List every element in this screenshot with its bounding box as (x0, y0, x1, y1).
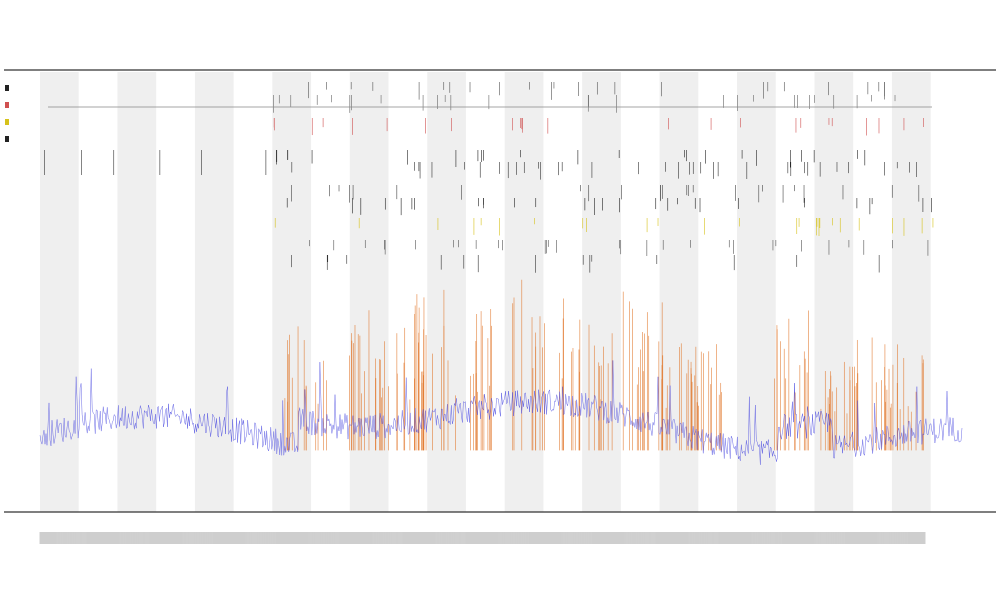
x-ticks (39, 532, 926, 544)
signal-series (39, 360, 963, 465)
shaded-band (40, 72, 79, 512)
shaded-band (659, 72, 699, 512)
legend-swatch (5, 119, 9, 125)
signal-line (39, 360, 963, 465)
shaded-band (427, 72, 466, 512)
legend-swatch (5, 85, 9, 91)
shaded-band (504, 72, 544, 512)
shaded-band (194, 72, 234, 512)
shaded-band (272, 72, 312, 512)
burst-series (284, 279, 924, 451)
legend-swatch (5, 102, 9, 108)
legend-swatch (5, 136, 9, 142)
event-markers (44, 82, 934, 273)
shaded-bands (40, 72, 931, 512)
legend (5, 85, 9, 142)
shaded-band (117, 72, 157, 512)
axes (4, 69, 996, 513)
shaded-band (737, 72, 776, 512)
